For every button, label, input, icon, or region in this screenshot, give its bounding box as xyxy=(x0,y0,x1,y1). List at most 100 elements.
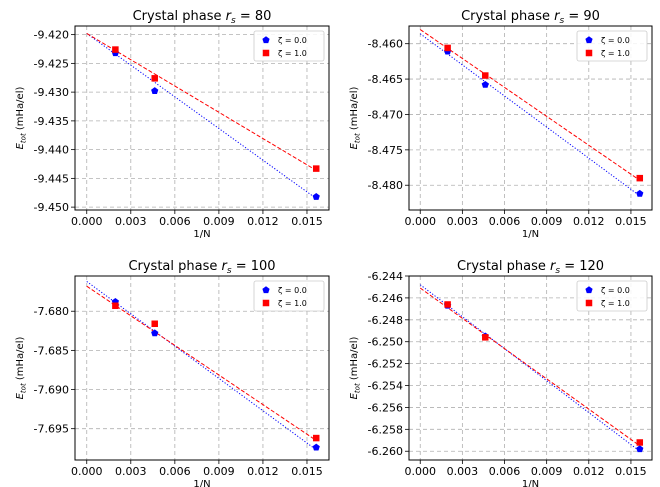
data-point-series-2 xyxy=(112,46,119,53)
fit-line-series-1 xyxy=(86,33,317,199)
legend-marker-series-1 xyxy=(585,36,593,44)
legend: ζ = 0.0 ζ = 1.0 xyxy=(576,30,648,62)
legend-label-series-2: ζ = 1.0 xyxy=(601,49,630,58)
legend-box xyxy=(576,30,648,62)
fit-line-series-2 xyxy=(419,29,641,181)
x-tick-label: 0.003 xyxy=(115,215,147,228)
x-tick-label: 0.009 xyxy=(531,465,563,478)
y-tick-label: -6.260 xyxy=(368,445,403,458)
legend-label-series-2: ζ = 1.0 xyxy=(278,299,307,308)
x-tick-label: 0.003 xyxy=(115,465,147,478)
fit-line-series-2 xyxy=(419,287,641,447)
subplot-4: 0.000 0.003 0.006 0.009 0.012 0.015 -6.244 -6.2… xyxy=(349,259,653,487)
grid xyxy=(75,26,329,210)
x-tick-label: 0.009 xyxy=(531,215,563,228)
legend-label-series-2: ζ = 1.0 xyxy=(601,299,630,308)
y-tick-label: -6.248 xyxy=(368,314,403,327)
data-point-series-1 xyxy=(312,192,320,200)
legend-marker-series-2 xyxy=(262,49,270,57)
data-point-series-2 xyxy=(112,302,119,310)
x-axis-label: 1/N xyxy=(522,479,539,487)
x-tick-label: 0.006 xyxy=(159,465,191,478)
data-point-series-2 xyxy=(636,439,644,446)
x-axis-label: 1/N xyxy=(193,479,210,487)
x-tick-label: 0.000 xyxy=(404,215,436,228)
y-tick-label: -7.695 xyxy=(34,423,69,436)
y-tick-label: -6.244 xyxy=(368,270,403,283)
x-tick-label: 0.003 xyxy=(447,215,479,228)
y-axis-label: Etot (mHa/el) xyxy=(15,87,28,150)
data-point-series-2 xyxy=(312,165,320,172)
x-tick-label: 0.009 xyxy=(203,215,235,228)
y-tick-label: -9.435 xyxy=(34,115,69,128)
y-tick-label: -6.246 xyxy=(368,292,403,305)
y-tick-label: -6.256 xyxy=(368,401,403,414)
y-tick-label: -9.430 xyxy=(34,86,69,99)
y-tick-label: -9.420 xyxy=(34,29,69,42)
x-tick-label: 0.012 xyxy=(573,465,605,478)
x-tick-label: 0.006 xyxy=(489,465,521,478)
legend-box xyxy=(576,280,648,312)
legend-label-series-1: ζ = 0.0 xyxy=(278,36,307,45)
data-point-series-2 xyxy=(444,301,451,308)
data-point-series-1 xyxy=(151,329,159,337)
subplot-3: 0.000 0.003 0.006 0.009 0.012 0.015 -7.680 -7.6… xyxy=(15,259,330,487)
legend-label-series-2: ζ = 1.0 xyxy=(278,49,307,58)
legend-marker-series-1 xyxy=(585,286,593,294)
data-point-series-2 xyxy=(482,72,489,79)
data-point-series-2 xyxy=(636,174,644,182)
fit-line-series-2 xyxy=(86,285,317,441)
y-tick-label: -6.250 xyxy=(368,336,403,349)
plot-frame xyxy=(408,275,653,461)
fit-line-series-1 xyxy=(86,281,317,451)
x-tick-label: 0.015 xyxy=(291,215,323,228)
data-point-series-2 xyxy=(151,320,158,328)
legend: ζ = 0.0 ζ = 1.0 xyxy=(576,280,648,312)
legend-label-series-1: ζ = 0.0 xyxy=(601,286,630,295)
x-tick-label: 0.000 xyxy=(71,215,103,228)
plot-frame xyxy=(74,275,330,461)
chart-title: Crystal phase rs = 80 xyxy=(133,9,272,26)
legend-marker-series-1 xyxy=(262,36,270,44)
y-axis-label: Etot (mHa/el) xyxy=(349,87,362,150)
y-tick-label: -7.680 xyxy=(34,305,69,318)
y-tick-label: -6.252 xyxy=(368,358,403,371)
x-tick-label: 0.012 xyxy=(247,465,279,478)
data-point-series-1 xyxy=(481,80,489,88)
subplot-1: 0.000 0.003 0.006 0.009 0.012 0.015 -9.420 -9.4… xyxy=(15,9,330,240)
chart-title: Crystal phase rs = 100 xyxy=(128,259,275,276)
x-tick-label: 0.015 xyxy=(291,465,323,478)
chart-title: Crystal phase rs = 90 xyxy=(461,9,600,26)
x-tick-label: 0.015 xyxy=(615,465,647,478)
y-tick-label: -9.450 xyxy=(34,201,69,214)
legend-marker-series-1 xyxy=(262,286,270,294)
x-tick-label: 0.006 xyxy=(489,215,521,228)
data-point-series-1 xyxy=(636,189,644,197)
data-point-series-1 xyxy=(636,445,644,453)
plot-frame xyxy=(74,25,330,211)
legend: ζ = 0.0 ζ = 1.0 xyxy=(253,30,325,62)
data-point-series-2 xyxy=(482,334,489,341)
legend: ζ = 0.0 ζ = 1.0 xyxy=(253,280,325,312)
plot-frame xyxy=(408,25,653,211)
x-tick-label: 0.000 xyxy=(71,465,103,478)
x-tick-label: 0.003 xyxy=(447,465,479,478)
data-point-series-1 xyxy=(312,443,320,451)
data-point-series-1 xyxy=(151,87,159,95)
x-tick-label: 0.015 xyxy=(615,215,647,228)
y-axis-label: Etot (mHa/el) xyxy=(15,337,28,400)
legend-marker-series-2 xyxy=(262,299,270,307)
chart-title: Crystal phase rs = 120 xyxy=(457,259,604,276)
fit-line-series-2 xyxy=(86,33,317,171)
legend-label-series-1: ζ = 0.0 xyxy=(601,36,630,45)
x-axis-label: 1/N xyxy=(522,229,539,240)
y-tick-label: -6.258 xyxy=(368,423,403,436)
data-point-series-2 xyxy=(312,434,320,442)
legend-box xyxy=(253,30,325,62)
fit-line-series-1 xyxy=(419,284,641,452)
y-tick-label: -9.425 xyxy=(34,57,69,70)
legend-box xyxy=(253,280,325,312)
y-tick-label: -8.460 xyxy=(368,38,403,51)
y-tick-label: -8.480 xyxy=(368,179,403,192)
